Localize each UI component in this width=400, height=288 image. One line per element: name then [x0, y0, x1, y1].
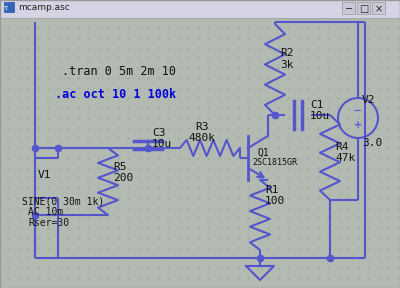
FancyBboxPatch shape: [4, 2, 14, 12]
Text: C3: C3: [152, 128, 166, 138]
Text: V1: V1: [38, 170, 52, 180]
Text: 200: 200: [113, 173, 133, 183]
Text: 3.0: 3.0: [362, 138, 382, 148]
FancyBboxPatch shape: [357, 2, 370, 14]
Text: AC 10m: AC 10m: [28, 207, 63, 217]
Text: −: −: [345, 4, 353, 14]
Text: V2: V2: [362, 95, 376, 105]
Text: mcamp.asc: mcamp.asc: [18, 3, 70, 12]
Text: 2SC1815GR: 2SC1815GR: [252, 158, 297, 167]
Text: −: −: [353, 106, 363, 116]
Text: +: +: [354, 120, 362, 130]
Text: C1: C1: [310, 100, 324, 110]
Text: 47k: 47k: [335, 153, 355, 163]
FancyBboxPatch shape: [0, 0, 400, 18]
Text: 10u: 10u: [152, 139, 172, 149]
Text: 480k: 480k: [188, 133, 215, 143]
Text: τ: τ: [4, 5, 8, 11]
Text: .ac oct 10 1 100k: .ac oct 10 1 100k: [55, 88, 176, 101]
Text: .tran 0 5m 2m 10: .tran 0 5m 2m 10: [62, 65, 176, 78]
Text: 100: 100: [265, 196, 285, 206]
FancyBboxPatch shape: [372, 2, 385, 14]
Text: R3: R3: [195, 122, 208, 132]
Text: R4: R4: [335, 142, 348, 152]
Text: R5: R5: [113, 162, 126, 172]
Text: 3k: 3k: [280, 60, 294, 70]
Text: R2: R2: [280, 48, 294, 58]
Text: ×: ×: [375, 4, 383, 14]
Text: R1: R1: [265, 185, 278, 195]
Text: Rser=30: Rser=30: [28, 218, 69, 228]
Text: SINE(0 30m 1k): SINE(0 30m 1k): [22, 196, 104, 206]
Text: 10u: 10u: [310, 111, 330, 121]
FancyBboxPatch shape: [342, 2, 355, 14]
Text: Q1: Q1: [258, 148, 270, 158]
Text: □: □: [359, 4, 369, 14]
